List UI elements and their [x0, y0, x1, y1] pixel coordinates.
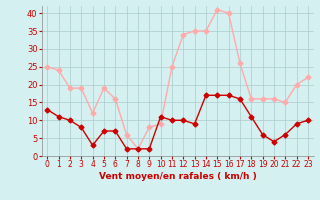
X-axis label: Vent moyen/en rafales ( km/h ): Vent moyen/en rafales ( km/h ): [99, 172, 256, 181]
